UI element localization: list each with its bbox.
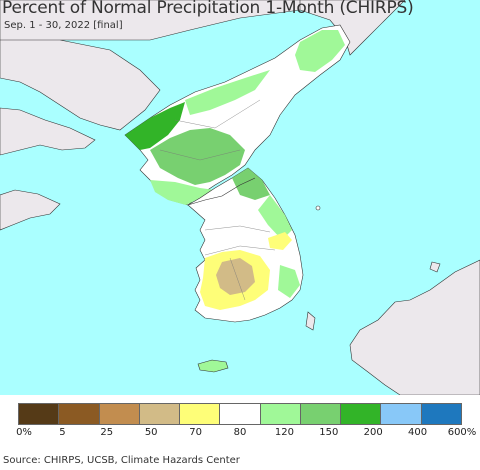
legend-labels: 0% 5 25 50 70 80 120 150 200 400 600%	[0, 427, 480, 441]
nk-light-green-south	[150, 180, 215, 205]
sk-tan-center	[216, 258, 255, 295]
liaodong-peninsula	[0, 107, 96, 156]
jeju-island	[197, 359, 229, 373]
legend-tick-label: 25	[100, 427, 114, 438]
legend-tick-label: 600%	[447, 427, 477, 438]
legend-swatch	[341, 404, 382, 424]
legend-swatch	[139, 404, 181, 424]
legend-tick-label: 50	[144, 427, 158, 438]
legend-tick-label: 400	[408, 427, 428, 438]
legend-tick-label: 150	[319, 427, 339, 438]
legend-swatch	[59, 404, 100, 424]
map-title: Percent of Normal Precipitation 1-Month …	[2, 0, 414, 18]
legend-tick-label: 120	[274, 427, 294, 438]
nk-mid-green	[150, 128, 245, 185]
sk-light-green-southeast	[278, 265, 300, 298]
legend-swatch	[300, 404, 342, 424]
legend-tick-label: 70	[189, 427, 202, 438]
color-legend	[18, 403, 462, 425]
legend-tick-label: 200	[363, 427, 383, 438]
legend-swatch	[260, 404, 301, 424]
legend-tick-label: 5	[59, 427, 66, 438]
legend-tick-label: 0%	[16, 427, 32, 438]
nk-green-west	[125, 102, 185, 150]
japan-landmass	[349, 259, 480, 395]
legend-swatch	[381, 404, 422, 424]
legend-swatch	[99, 404, 140, 424]
province-boundaries	[159, 99, 276, 301]
legend-swatch	[421, 404, 461, 424]
sk-green-northeast	[232, 168, 270, 200]
oki-island	[429, 261, 441, 273]
sk-light-green-east	[258, 195, 292, 240]
precipitation-map	[0, 0, 480, 395]
tsushima-island	[305, 311, 316, 331]
map-subtitle: Sep. 1 - 30, 2022 [final]	[4, 20, 123, 31]
nk-light-green-north	[185, 70, 270, 115]
source-credit: Source: CHIRPS, UCSB, Climate Hazards Ce…	[3, 455, 240, 466]
nk-light-green-east	[295, 30, 345, 72]
ulleung-island	[315, 205, 321, 211]
sk-yellow-east	[268, 232, 292, 250]
shandong-peninsula	[0, 189, 61, 231]
dmz-border	[187, 177, 256, 206]
legend-swatch	[220, 404, 261, 424]
legend-swatch	[180, 404, 221, 424]
legend-swatch	[19, 404, 60, 424]
legend-tick-label: 80	[233, 427, 247, 438]
china-landmass	[0, 0, 361, 131]
